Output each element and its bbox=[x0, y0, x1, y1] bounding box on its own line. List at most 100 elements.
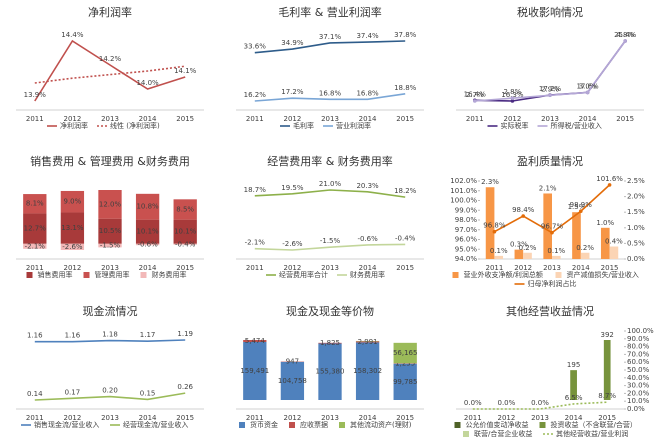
x-tick-label: 2011 bbox=[466, 115, 484, 123]
data-label: 0.1% bbox=[490, 247, 508, 255]
legend-label: 销售现金流/营业收入 bbox=[34, 420, 99, 429]
x-tick-label: 2012 bbox=[514, 264, 532, 272]
data-label: 1.19 bbox=[177, 330, 193, 338]
x-tick-label: 2012 bbox=[63, 264, 81, 272]
x-tick-label: 2015 bbox=[396, 264, 414, 272]
legend-swatch bbox=[454, 422, 461, 428]
series-line bbox=[254, 92, 406, 102]
data-label: 0.4% bbox=[605, 238, 623, 246]
bar-segment bbox=[23, 194, 47, 214]
data-label: 98.4% bbox=[512, 206, 535, 214]
legend-label: 线性 (净利润率) bbox=[110, 121, 160, 130]
tick-label: 1.5% bbox=[627, 208, 645, 216]
bar-segment bbox=[135, 193, 160, 220]
legend-swatch bbox=[239, 422, 245, 428]
bar-segment bbox=[280, 361, 305, 400]
x-tick-label: 2011 bbox=[246, 264, 264, 272]
chart-title: 毛利率 & 营业利润率 bbox=[278, 5, 382, 19]
bar bbox=[570, 370, 577, 400]
tick-label: 2.0% bbox=[627, 193, 645, 201]
data-label: 2.9% bbox=[541, 85, 559, 93]
point bbox=[473, 99, 477, 103]
x-tick-label: 2015 bbox=[601, 264, 619, 272]
tick-label: 100.0% bbox=[627, 327, 654, 335]
tick-label: 101.0% bbox=[450, 187, 477, 195]
bar-segment bbox=[173, 219, 197, 244]
tick-label: 40.0% bbox=[627, 374, 650, 382]
data-label: 18.7% bbox=[244, 186, 267, 194]
x-tick-label: 2013 bbox=[101, 264, 119, 272]
x-tick-label: 2012 bbox=[63, 115, 81, 123]
series-line bbox=[254, 189, 406, 198]
legend-swatch bbox=[539, 422, 546, 428]
data-label: 96.8% bbox=[483, 222, 506, 230]
data-label: 392 bbox=[601, 331, 614, 339]
x-tick-label: 2013 bbox=[321, 414, 339, 422]
bar-segment bbox=[393, 363, 417, 400]
data-label: 10.1% bbox=[136, 228, 159, 236]
chart-title: 销售费用 & 管理费用 &财务费用 bbox=[30, 154, 190, 168]
data-label: 16.8% bbox=[356, 89, 379, 97]
x-tick-label: 2014 bbox=[565, 414, 583, 422]
data-label: 99,785 bbox=[393, 378, 418, 386]
x-tick-label: 2015 bbox=[176, 264, 194, 272]
data-label: 0.2% bbox=[576, 244, 594, 252]
legend-label: 资产减值损失/营业收入 bbox=[567, 270, 639, 279]
data-label: 12.0% bbox=[99, 200, 122, 208]
data-label: -2.6% bbox=[282, 240, 303, 248]
data-label: -2.6% bbox=[62, 243, 83, 251]
x-tick-label: 2015 bbox=[176, 115, 194, 123]
data-label: -0.4% bbox=[395, 234, 416, 242]
chart-title: 现金流情况 bbox=[83, 304, 138, 318]
data-label: 12.7% bbox=[24, 225, 47, 233]
data-label: 1.16 bbox=[27, 332, 43, 340]
data-label: 16.2% bbox=[244, 91, 267, 99]
bar-segment bbox=[243, 340, 267, 342]
data-label: 14.1% bbox=[174, 67, 197, 75]
bar-segment bbox=[243, 341, 267, 400]
data-label: -0.6% bbox=[357, 235, 378, 243]
x-tick-label: 2014 bbox=[359, 414, 377, 422]
bar bbox=[494, 255, 504, 259]
tick-label: 98.0% bbox=[455, 216, 478, 224]
data-label: 104,758 bbox=[278, 377, 307, 385]
data-label: 14.2% bbox=[99, 55, 122, 63]
x-tick-label: 2013 bbox=[101, 115, 119, 123]
data-label: 2.1% bbox=[539, 184, 557, 192]
bar-segment bbox=[23, 213, 47, 244]
legend-label: 货币资金 bbox=[250, 420, 278, 429]
x-tick-label: 2015 bbox=[616, 115, 634, 123]
tick-label: 70.0% bbox=[627, 350, 650, 358]
data-label: 34.9% bbox=[281, 39, 304, 47]
chart-title: 净利润率 bbox=[88, 5, 132, 19]
data-label: 25.4% bbox=[614, 31, 637, 39]
data-label: 2.8% bbox=[504, 88, 522, 96]
bar bbox=[543, 193, 552, 259]
bar-segment bbox=[173, 243, 197, 245]
data-label: 37.8% bbox=[394, 31, 417, 39]
bar bbox=[600, 227, 610, 259]
tick-label: 1.0% bbox=[627, 224, 645, 232]
data-label: 13.1% bbox=[61, 224, 84, 232]
data-label: 2.7% bbox=[466, 91, 484, 99]
tick-label: 97.0% bbox=[455, 226, 478, 234]
x-tick-label: 2012 bbox=[63, 414, 81, 422]
legend-label: 营业利润率 bbox=[336, 121, 371, 130]
point bbox=[510, 96, 515, 100]
legend-label: 财务费用率 bbox=[350, 270, 385, 279]
x-tick-label: 2013 bbox=[541, 115, 559, 123]
data-label: 5,474 bbox=[245, 337, 266, 345]
data-label: 0.0% bbox=[464, 399, 482, 407]
data-label: 20.3% bbox=[356, 182, 379, 190]
x-tick-label: 2013 bbox=[543, 264, 561, 272]
x-tick-label: 2011 bbox=[26, 264, 44, 272]
tick-label: 0.5% bbox=[627, 239, 645, 247]
legend-swatch bbox=[339, 422, 345, 428]
chart-title: 税收影响情况 bbox=[517, 5, 583, 19]
x-tick-label: 2011 bbox=[26, 115, 44, 123]
data-label: 0.0% bbox=[498, 399, 516, 407]
bar-segment bbox=[355, 342, 380, 400]
tick-label: 99.0% bbox=[455, 206, 478, 214]
x-tick-label: 2013 bbox=[531, 414, 549, 422]
tick-label: 20.0% bbox=[627, 389, 650, 397]
